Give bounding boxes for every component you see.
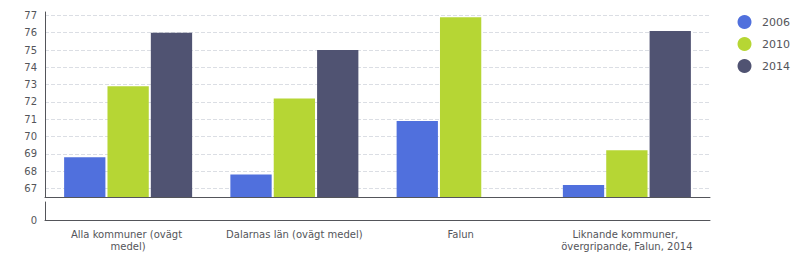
svg-text:70: 70 <box>24 131 37 142</box>
svg-text:67: 67 <box>24 183 37 194</box>
svg-text:69: 69 <box>24 148 37 159</box>
svg-text:71: 71 <box>24 114 37 125</box>
svg-text:74: 74 <box>24 62 37 73</box>
svg-text:72: 72 <box>24 96 37 107</box>
svg-text:75: 75 <box>24 45 37 56</box>
svg-text:medel): medel) <box>111 241 146 252</box>
svg-text:2010: 2010 <box>762 38 790 51</box>
svg-text:Liknande kommuner,: Liknande kommuner, <box>572 229 681 240</box>
svg-text:77: 77 <box>24 10 37 21</box>
svg-text:Dalarnas län (ovägt medel): Dalarnas län (ovägt medel) <box>226 229 363 240</box>
svg-text:2014: 2014 <box>762 60 790 73</box>
svg-text:73: 73 <box>24 79 37 90</box>
svg-text:2006: 2006 <box>762 16 790 29</box>
svg-text:76: 76 <box>24 27 37 38</box>
svg-text:0: 0 <box>31 215 37 226</box>
svg-text:Falun: Falun <box>447 229 473 240</box>
svg-text:68: 68 <box>24 166 37 177</box>
svg-text:Alla kommuner (ovägt: Alla kommuner (ovägt <box>71 229 185 240</box>
svg-text:övergripande, Falun, 2014: övergripande, Falun, 2014 <box>561 241 692 252</box>
